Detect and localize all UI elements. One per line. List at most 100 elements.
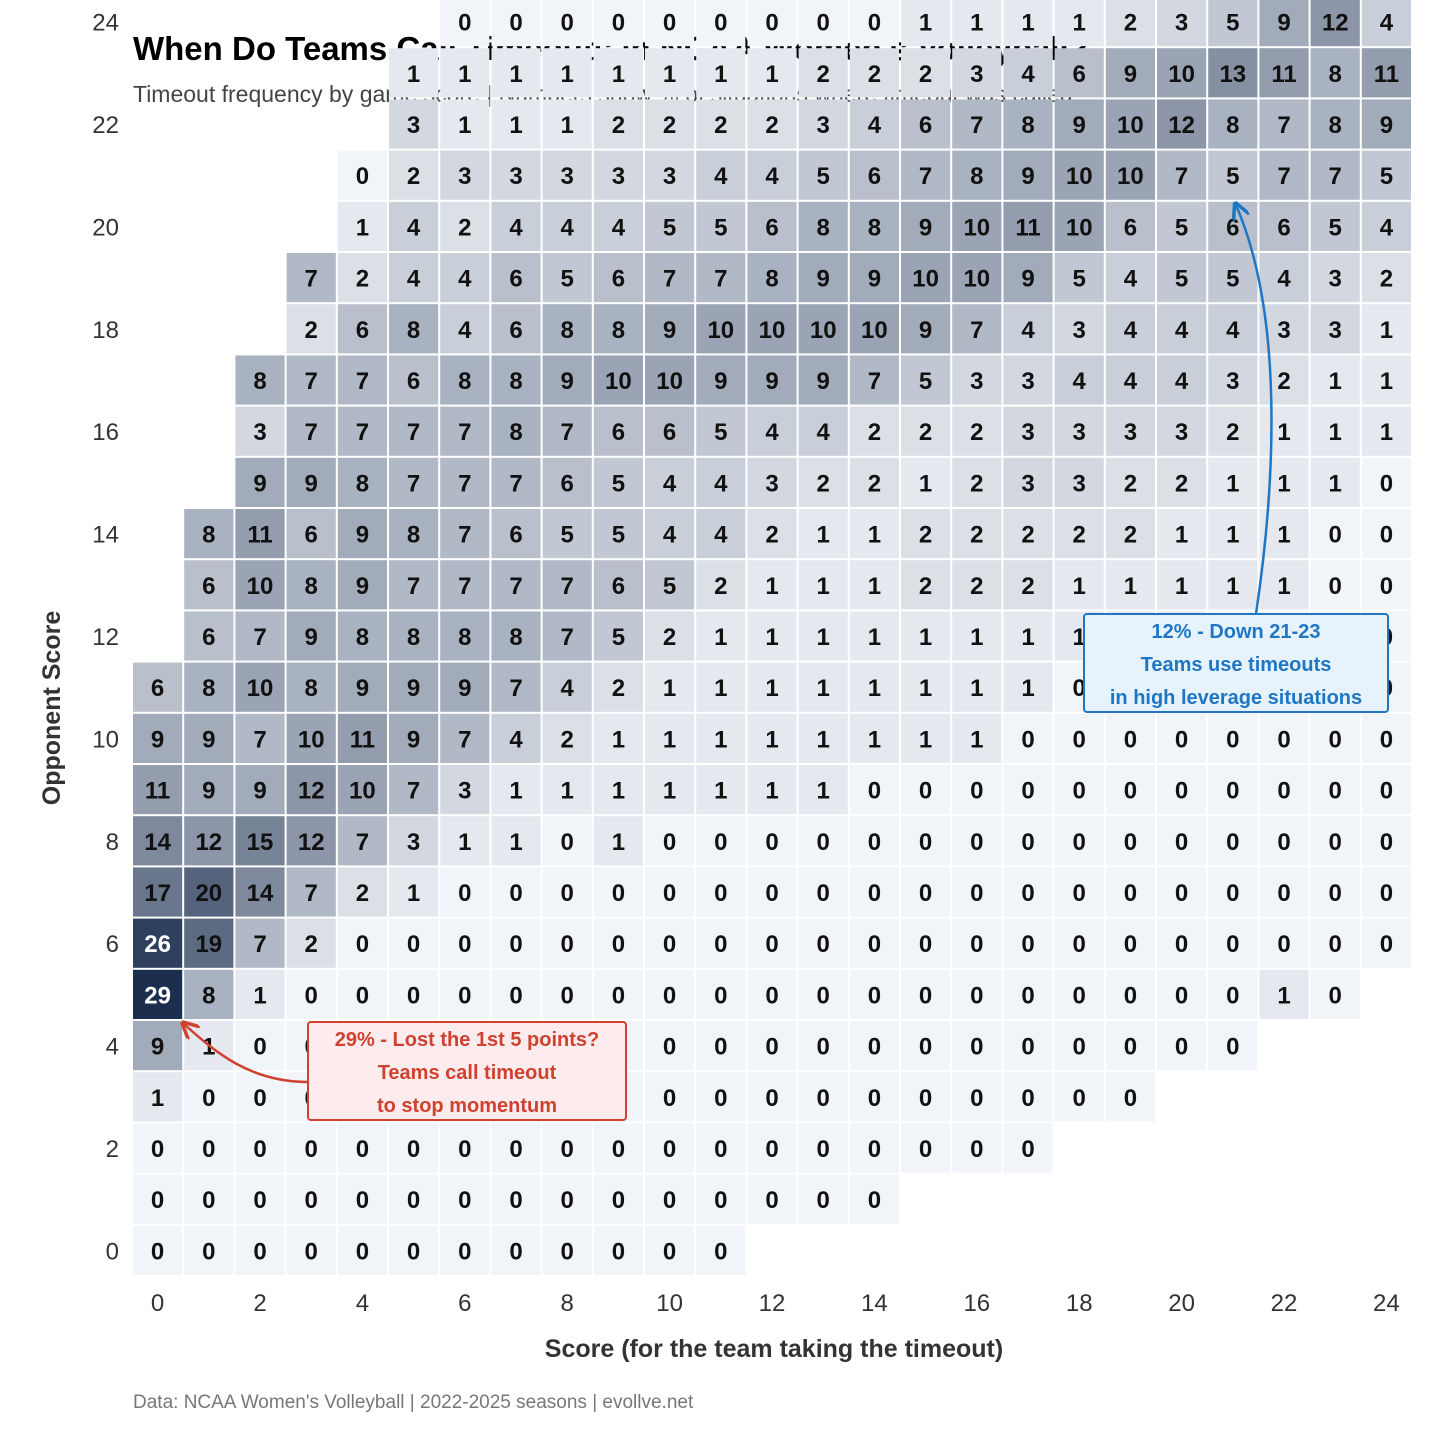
heatmap-cell [696, 509, 746, 559]
heatmap-cell [440, 99, 490, 149]
heatmap-cell [1105, 969, 1155, 1019]
cell-value-label: 8 [509, 624, 522, 651]
heatmap-cell [184, 1123, 234, 1173]
heatmap-cell [1003, 560, 1053, 610]
heatmap-cell [747, 765, 797, 815]
data-source-caption: Data: NCAA Women's Volleyball | 2022-202… [133, 1392, 694, 1413]
heatmap-cell [1157, 201, 1207, 251]
cell-value-label: 9 [356, 675, 369, 702]
cell-value-label: 0 [1021, 982, 1034, 1009]
cell-value-label: 0 [202, 1238, 215, 1265]
cell-value-label: 0 [1124, 778, 1137, 805]
heatmap-cell [1054, 765, 1104, 815]
cell-value-label: 0 [1021, 829, 1034, 856]
cell-value-label: 1 [509, 829, 522, 856]
heatmap-cell [798, 406, 848, 456]
cell-value-label: 10 [298, 726, 325, 753]
heatmap-cell [849, 918, 899, 968]
heatmap-cell [1361, 253, 1411, 303]
cell-value-label: 3 [765, 470, 778, 497]
cell-value-label: 8 [356, 470, 369, 497]
heatmap-cell [1259, 48, 1309, 98]
heatmap-cell [747, 304, 797, 354]
cell-value-label: 2 [919, 522, 932, 549]
cell-value-label: 7 [305, 880, 318, 907]
heatmap-cell [747, 1021, 797, 1071]
cell-value-label: 0 [970, 880, 983, 907]
cell-value-label: 7 [253, 931, 266, 958]
cell-value-label: 6 [407, 368, 420, 395]
cell-value-label: 9 [356, 573, 369, 600]
heatmap-cell [337, 457, 387, 507]
cell-value-label: 9 [151, 726, 164, 753]
cell-value-label: 3 [970, 61, 983, 88]
heatmap-cell [1259, 99, 1309, 149]
heatmap-cell [593, 611, 643, 661]
cell-value-label: 4 [714, 522, 728, 549]
cell-value-label: 7 [407, 573, 420, 600]
cell-value-label: 1 [458, 112, 471, 139]
cell-value-label: 2 [612, 675, 625, 702]
heatmap-cell [184, 560, 234, 610]
heatmap-cell [696, 816, 746, 866]
cell-value-label: 1 [509, 61, 522, 88]
heatmap-cell [952, 918, 1002, 968]
heatmap-cell [440, 406, 490, 456]
heatmap-cell [1208, 304, 1258, 354]
heatmap-cell [337, 969, 387, 1019]
heatmap-cell [1105, 918, 1155, 968]
cell-value-label: 2 [1021, 522, 1034, 549]
heatmap-cell [1157, 406, 1207, 456]
cell-value-label: 1 [612, 61, 625, 88]
cell-value-label: 7 [919, 163, 932, 190]
cell-value-label: 7 [1277, 163, 1290, 190]
cell-value-label: 3 [1175, 419, 1188, 446]
heatmap-cell [1361, 509, 1411, 559]
cell-value-label: 0 [202, 1136, 215, 1163]
heatmap-cell [440, 560, 490, 610]
heatmap-cell [645, 99, 695, 149]
cell-value-label: 4 [663, 522, 677, 549]
heatmap-cell [337, 150, 387, 200]
cell-value-label: 0 [1329, 829, 1342, 856]
cell-value-label: 0 [253, 1034, 266, 1061]
cell-value-label: 1 [1226, 573, 1239, 600]
cell-value-label: 0 [305, 982, 318, 1009]
heatmap-cell [389, 304, 439, 354]
heatmap-cell [184, 509, 234, 559]
heatmap-cell [1003, 457, 1053, 507]
heatmap-cell [849, 406, 899, 456]
heatmap-cell [1054, 304, 1104, 354]
heatmap-cell [286, 969, 336, 1019]
cell-value-label: 6 [509, 317, 522, 344]
heatmap-cell [1105, 1021, 1155, 1071]
cell-value-label: 0 [817, 10, 830, 37]
cell-value-label: 7 [356, 829, 369, 856]
heatmap-cell [133, 662, 183, 712]
cell-value-label: 0 [714, 10, 727, 37]
cell-value-label: 7 [407, 419, 420, 446]
heatmap-cell [235, 969, 285, 1019]
heatmap-cell [440, 816, 490, 866]
cell-value-label: 3 [1021, 419, 1034, 446]
cell-value-label: 0 [1073, 931, 1086, 958]
cell-value-label: 1 [612, 726, 625, 753]
cell-value-label: 7 [1175, 163, 1188, 190]
cell-value-label: 2 [305, 931, 318, 958]
heatmap-cell [337, 918, 387, 968]
heatmap-cell [389, 406, 439, 456]
heatmap-cell [1105, 253, 1155, 303]
heatmap-cell [849, 816, 899, 866]
heatmap-cell [1105, 1072, 1155, 1122]
heatmap-cell [184, 918, 234, 968]
cell-value-label: 29 [144, 982, 171, 1009]
cell-value-label: 8 [458, 368, 471, 395]
cell-value-label: 10 [1117, 112, 1144, 139]
heatmap-cell [593, 713, 643, 763]
heatmap-cell [1054, 201, 1104, 251]
cell-value-label: 4 [1021, 61, 1035, 88]
heatmap-cell [440, 304, 490, 354]
cell-value-label: 0 [868, 931, 881, 958]
cell-value-label: 0 [356, 931, 369, 958]
